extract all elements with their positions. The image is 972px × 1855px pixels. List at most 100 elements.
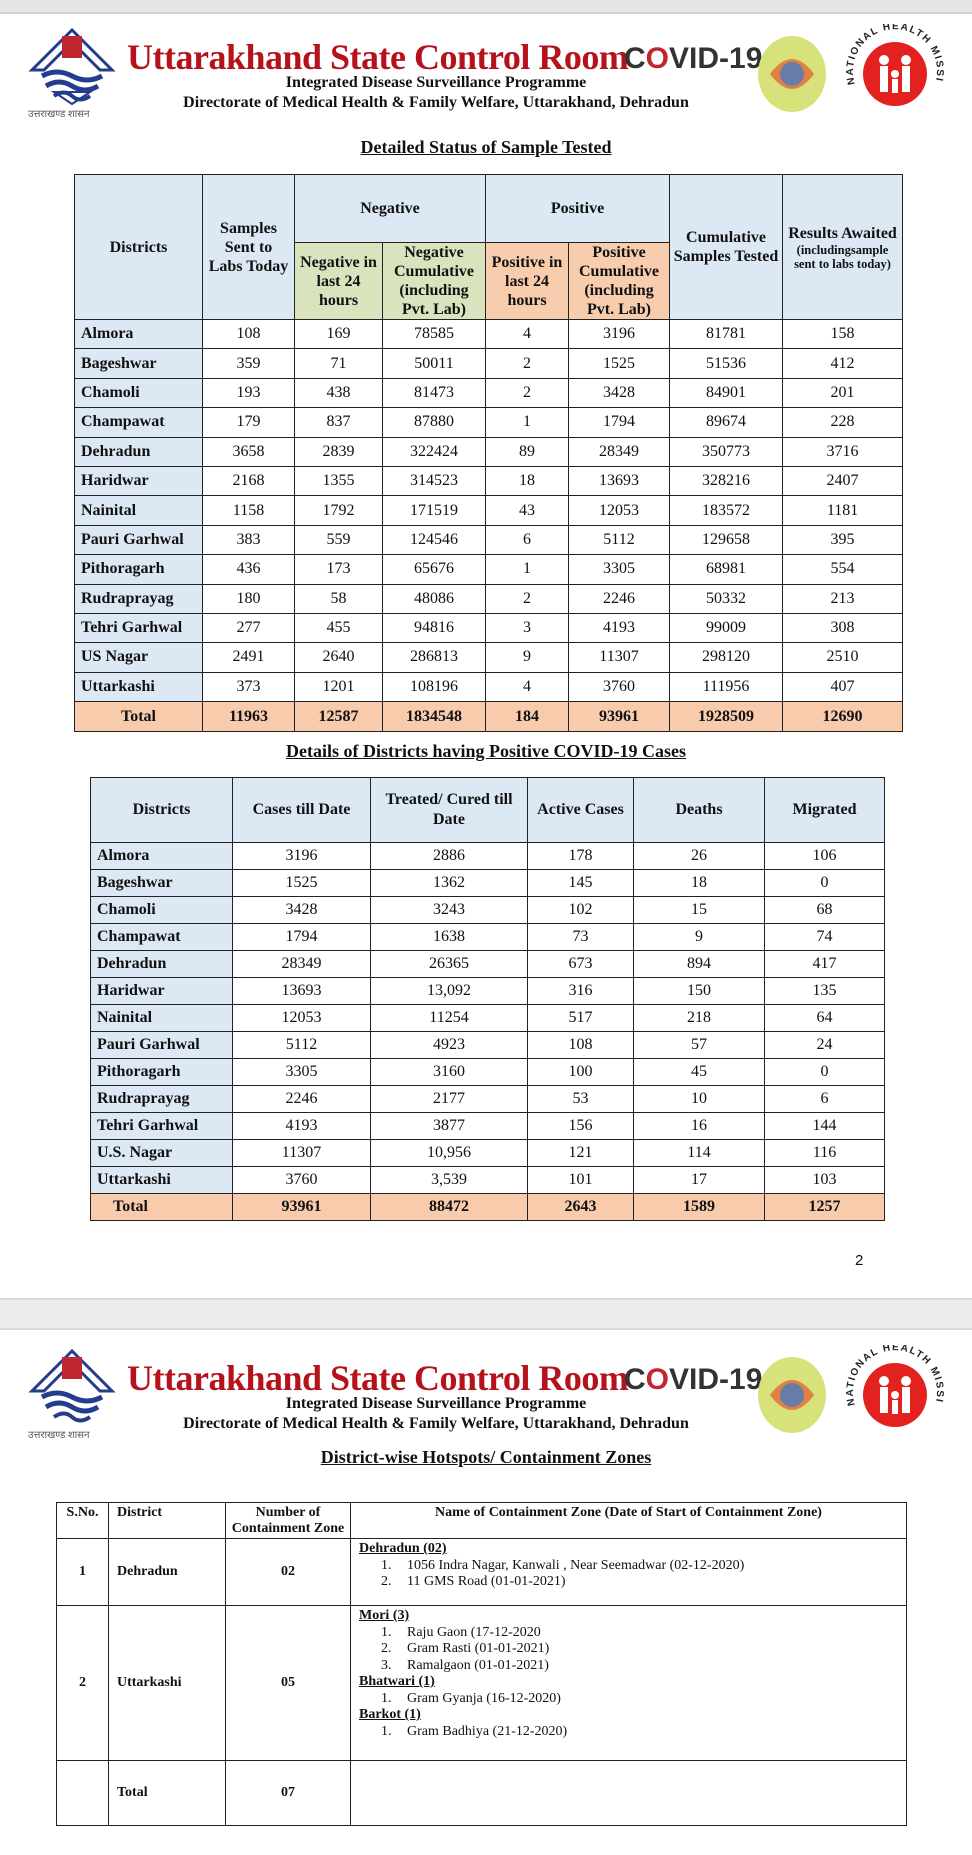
- cell-districts: Pithoragarh: [90, 1058, 233, 1086]
- table-row: Tehri Garhwal 277 455 94816 3 4193 99009 308: [74, 612, 904, 644]
- cell-samples-sent: 373: [202, 671, 295, 703]
- cell-positive-cumulative: 1525: [567, 348, 671, 379]
- header-migrated: Migrated: [764, 777, 885, 843]
- total-negative-24h: 12587: [294, 701, 383, 733]
- cell-negative-24h: 438: [294, 377, 383, 409]
- cell-negative-cumulative: 314523: [382, 465, 486, 497]
- cell-positive-24h: 2: [485, 583, 569, 614]
- cell-migrated: 6: [764, 1085, 885, 1113]
- sample-status-table: Districts Samples Sent to Labs Today Neg…: [74, 174, 904, 733]
- table-row: Dehradun 28349 26365 673 894 417: [90, 950, 885, 978]
- cell-districts: Rudraprayag: [90, 1085, 233, 1113]
- cell-negative-24h: 173: [294, 554, 383, 585]
- cell-treated-cured: 3877: [370, 1112, 528, 1140]
- cell-cumulative-tested: 111956: [669, 671, 784, 703]
- zone-item-text: Gram Badhiya (21-12-2020): [407, 1723, 568, 1739]
- header-cumulative-tested: Cumulative Samples Tested: [669, 174, 784, 320]
- covid-suffix: VID-19: [669, 42, 763, 75]
- cell-deaths: 45: [633, 1058, 765, 1086]
- table-row: Uttarkashi 373 1201 108196 4 3760 111956 407: [74, 671, 904, 703]
- cell-positive-cumulative: 3760: [567, 671, 671, 703]
- covid-virus-o: O: [645, 42, 670, 75]
- header-sno: S.No.: [56, 1502, 109, 1539]
- covid-c: C: [624, 1363, 646, 1396]
- cell-negative-24h: 2839: [294, 436, 383, 467]
- cell-negative-cumulative: 171519: [382, 495, 486, 526]
- sample-table-title: Detailed Status of Sample Tested: [360, 137, 612, 157]
- cell-negative-24h: 455: [294, 612, 383, 644]
- cell-negative-cumulative: 108196: [382, 671, 486, 703]
- table-row: U.S. Nagar 11307 10,956 121 114 116: [90, 1139, 885, 1167]
- cell-results-awaited: 395: [782, 524, 904, 556]
- cell-results-awaited: 201: [782, 377, 904, 409]
- cell-treated-cured: 10,956: [370, 1139, 528, 1167]
- table-row: Champawat 1794 1638 73 9 74: [90, 923, 885, 951]
- header-negative: Negative: [294, 174, 486, 243]
- total-label: Total: [108, 1760, 226, 1826]
- cell-cases-till-date: 3305: [232, 1058, 371, 1086]
- cell-migrated: 0: [764, 1058, 885, 1086]
- cell-active-cases: 100: [527, 1058, 634, 1086]
- total-sno-empty: [56, 1760, 109, 1826]
- cell-district: US Nagar: [74, 642, 203, 673]
- cell-cases-till-date: 2246: [232, 1085, 371, 1113]
- total-zones-empty: [350, 1760, 907, 1826]
- cell-negative-24h: 1355: [294, 465, 383, 497]
- cell-results-awaited: 158: [782, 318, 904, 350]
- table-row: Rudraprayag 180 58 48086 2 2246 50332 213: [74, 583, 904, 614]
- uttarakhand-govt-logo: [28, 1348, 116, 1423]
- zone-group-heading: Barkot (1): [359, 1707, 421, 1722]
- cell-districts: Nainital: [90, 1004, 233, 1032]
- cell-negative-cumulative: 48086: [382, 583, 486, 614]
- table-row: US Nagar 2491 2640 286813 9 11307 298120 2510: [74, 642, 904, 673]
- control-room-title: Uttarakhand State Control Room: [127, 37, 629, 77]
- cell-samples-sent: 179: [202, 407, 295, 438]
- total-district: Total: [74, 701, 203, 733]
- header-active-cases: Active Cases: [527, 777, 634, 843]
- cell-treated-cured: 2177: [370, 1085, 528, 1113]
- cell-results-awaited: 1181: [782, 495, 904, 526]
- cell-migrated: 135: [764, 977, 885, 1005]
- cell-active-cases: 517: [527, 1004, 634, 1032]
- cell-zone-count: 05: [225, 1605, 351, 1761]
- cell-migrated: 116: [764, 1139, 885, 1167]
- cell-cases-till-date: 1794: [232, 923, 371, 951]
- cell-positive-24h: 9: [485, 642, 569, 673]
- cell-cases-till-date: 5112: [232, 1031, 371, 1059]
- cell-negative-cumulative: 94816: [382, 612, 486, 644]
- cell-deaths: 26: [633, 842, 765, 870]
- cell-positive-24h: 2: [485, 348, 569, 379]
- page-number: 2: [855, 1252, 864, 1269]
- cell-migrated: 74: [764, 923, 885, 951]
- header-positive-cumulative: Positive Cumulative (including Pvt. Lab): [567, 242, 671, 320]
- cell-cases-till-date: 3760: [232, 1166, 371, 1194]
- table-row: Pauri Garhwal 5112 4923 108 57 24: [90, 1031, 885, 1059]
- table-row: Champawat 179 837 87880 1 1794 89674 228: [74, 407, 904, 438]
- zone-item-number: 1.: [381, 1624, 392, 1640]
- cell-cumulative-tested: 298120: [669, 642, 784, 673]
- cell-districts: Almora: [90, 842, 233, 870]
- cell-deaths: 894: [633, 950, 765, 978]
- cell-deaths: 15: [633, 896, 765, 924]
- cell-active-cases: 673: [527, 950, 634, 978]
- cell-positive-24h: 1: [485, 407, 569, 438]
- control-room-title: Uttarakhand State Control Room: [127, 1358, 629, 1398]
- header-negative-24h: Negative in last 24 hours: [294, 242, 383, 320]
- cell-treated-cured: 13,092: [370, 977, 528, 1005]
- total-zone-count: 07: [225, 1760, 351, 1826]
- cell-districts: Uttarkashi: [90, 1166, 233, 1194]
- cell-deaths: 218: [633, 1004, 765, 1032]
- cell-positive-24h: 43: [485, 495, 569, 526]
- table-row: Pauri Garhwal 383 559 124546 6 5112 129658 395: [74, 524, 904, 556]
- cell-migrated: 64: [764, 1004, 885, 1032]
- header-district: District: [108, 1502, 226, 1539]
- header-treated-cured: Treated/ Cured till Date: [370, 777, 528, 843]
- cell-deaths: 18: [633, 869, 765, 897]
- cell-cases-till-date: 3196: [232, 842, 371, 870]
- cell-positive-24h: 3: [485, 612, 569, 644]
- idsp-logo: [758, 1357, 826, 1433]
- cell-negative-cumulative: 322424: [382, 436, 486, 467]
- cell-cases-till-date: 3428: [232, 896, 371, 924]
- cell-negative-cumulative: 50011: [382, 348, 486, 379]
- table-row: Pithoragarh 3305 3160 100 45 0: [90, 1058, 885, 1086]
